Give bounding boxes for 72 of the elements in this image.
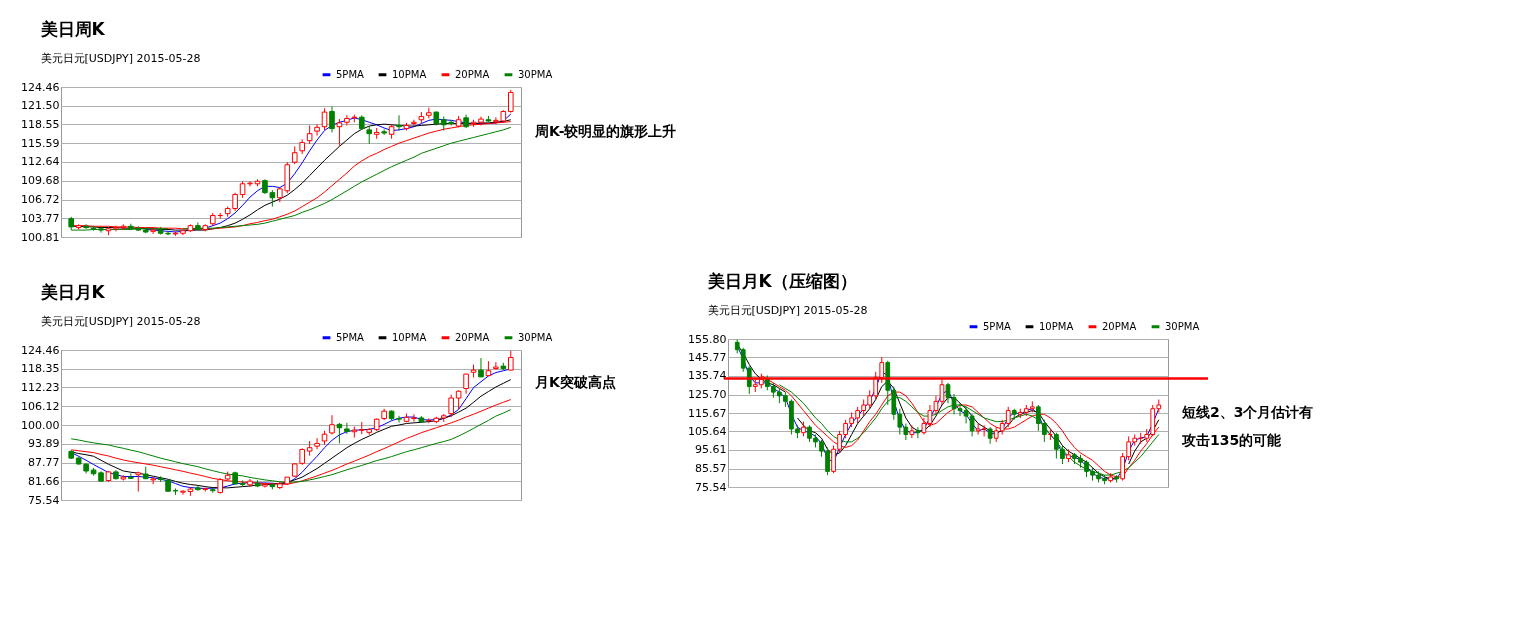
y-tick-label: 106.12 xyxy=(21,399,60,413)
y-tick-label: 112.23 xyxy=(21,381,60,394)
candlestick xyxy=(344,114,350,126)
y-tick-label: 100.00 xyxy=(21,418,60,432)
candlestick xyxy=(448,394,454,418)
candlestick xyxy=(411,119,417,127)
legend-label: 30PMA xyxy=(518,68,553,80)
y-tick-label: 103.77 xyxy=(21,211,60,225)
y-tick-label: 135.74 xyxy=(688,369,727,383)
y-tick-label: 115.59 xyxy=(21,136,60,150)
legend-label: 10PMA xyxy=(392,68,427,80)
y-tick-label: 75.54 xyxy=(28,493,60,507)
chart-subtitle: 美元日元[USDJPY] 2015-05-28 xyxy=(707,304,868,317)
candlestick xyxy=(507,89,514,114)
legend-label: 30PMA xyxy=(518,331,553,343)
text: 短线2、3个月估计有 xyxy=(1181,404,1314,420)
y-tick-label: 105.64 xyxy=(688,425,727,438)
y-tick-label: 121.50 xyxy=(21,99,60,113)
candlestick xyxy=(336,118,343,147)
candlestick xyxy=(463,373,469,395)
legend-label: 5PMA xyxy=(336,331,365,343)
y-tick-label: 106.72 xyxy=(21,193,60,207)
y-tick-label: 145.77 xyxy=(688,351,727,364)
y-tick-label: 115.67 xyxy=(688,406,727,420)
y-tick-label: 118.35 xyxy=(21,362,60,376)
candlestick xyxy=(411,413,417,423)
chart-title: 美日月K xyxy=(39,282,106,302)
chart-subtitle: 美元日元[USDJPY] 2015-05-28 xyxy=(40,315,201,328)
legend-label: 5PMA xyxy=(983,320,1012,332)
candlestick xyxy=(507,350,514,371)
y-tick-label: 81.66 xyxy=(28,474,60,488)
y-tick-label: 87.77 xyxy=(28,456,60,469)
candlestick xyxy=(915,426,921,439)
text: 周K-较明显的旗形上升 xyxy=(534,123,677,139)
y-tick-label: 95.61 xyxy=(695,443,727,457)
candlestick xyxy=(336,422,343,444)
legend-label: 20PMA xyxy=(1102,320,1137,332)
y-tick-label: 85.57 xyxy=(695,462,727,475)
y-tick-label: 124.46 xyxy=(21,343,60,357)
candlestick xyxy=(329,105,335,133)
candlestick xyxy=(478,357,484,378)
legend-label: 10PMA xyxy=(392,331,427,343)
legend-label: 5PMA xyxy=(336,68,365,80)
y-tick-label: 112.64 xyxy=(21,155,60,169)
text: 月K突破高点 xyxy=(534,374,616,390)
candlestick xyxy=(493,361,499,370)
candlestick xyxy=(396,114,402,132)
legend-label: 10PMA xyxy=(1039,320,1074,332)
y-tick-label: 124.46 xyxy=(21,80,60,94)
candlestick xyxy=(314,123,320,137)
legend-label: 20PMA xyxy=(455,331,490,343)
y-tick-label: 93.89 xyxy=(28,437,60,451)
candlestick xyxy=(455,389,462,410)
y-tick-label: 109.68 xyxy=(21,174,60,188)
legend-label: 20PMA xyxy=(455,68,490,80)
candlestick xyxy=(909,424,915,439)
legend-label: 30PMA xyxy=(1165,320,1200,332)
candlestick xyxy=(314,437,320,450)
text: 攻击135的可能 xyxy=(1181,432,1283,448)
candlestick xyxy=(381,128,387,136)
y-tick-label: 75.54 xyxy=(695,480,727,494)
candlestick xyxy=(321,107,328,131)
candlestick xyxy=(329,414,335,436)
y-tick-label: 125.70 xyxy=(688,388,727,401)
candlestick xyxy=(306,124,313,145)
chart-subtitle: 美元日元[USDJPY] 2015-05-28 xyxy=(40,52,201,65)
chart-title: 美日周K xyxy=(39,19,106,39)
y-tick-label: 100.81 xyxy=(21,230,60,244)
candlestick xyxy=(344,422,350,435)
chart-title: 美日月K（压缩图） xyxy=(706,271,857,291)
y-tick-label: 155.80 xyxy=(688,332,727,346)
y-tick-label: 118.55 xyxy=(21,117,60,131)
